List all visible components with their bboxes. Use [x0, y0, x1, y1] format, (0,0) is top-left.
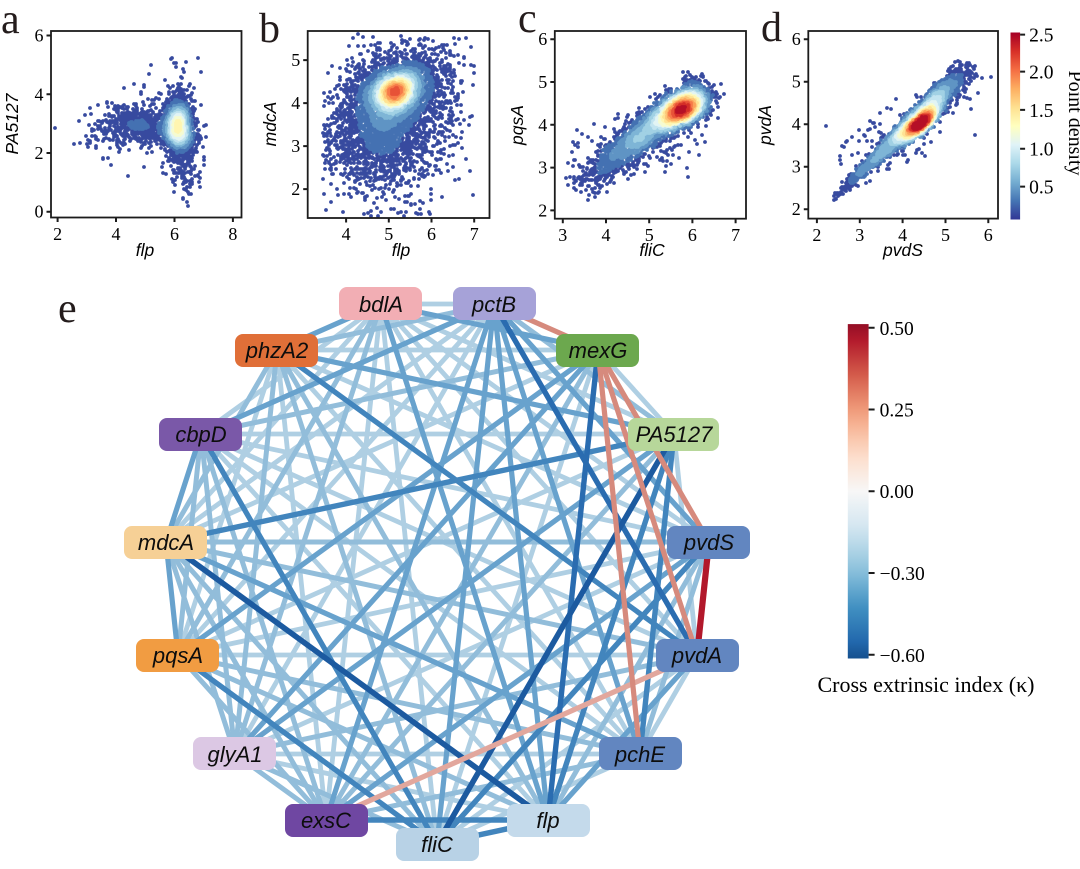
svg-text:c: c: [518, 0, 537, 42]
svg-text:Cross extrinsic index (κ): Cross extrinsic index (κ): [818, 672, 1035, 697]
svg-text:flp: flp: [392, 240, 411, 260]
svg-text:3: 3: [538, 158, 547, 178]
svg-text:2: 2: [53, 224, 62, 244]
svg-text:e: e: [58, 286, 77, 332]
svg-text:5: 5: [538, 72, 547, 92]
svg-text:2: 2: [812, 225, 821, 245]
svg-text:4: 4: [898, 225, 907, 245]
svg-text:3: 3: [792, 157, 801, 177]
svg-text:pchE: pchE: [614, 742, 665, 767]
svg-text:5: 5: [384, 224, 393, 244]
svg-text:1.0: 1.0: [1029, 140, 1053, 161]
svg-text:Point density: Point density: [1064, 70, 1080, 175]
svg-text:PA5127: PA5127: [2, 92, 22, 154]
svg-text:pqsA: pqsA: [507, 105, 527, 146]
svg-text:6: 6: [427, 224, 436, 244]
svg-text:5: 5: [291, 50, 300, 70]
svg-text:4: 4: [112, 224, 121, 244]
svg-text:mdcA: mdcA: [260, 102, 280, 147]
svg-text:2: 2: [538, 200, 547, 220]
svg-text:4: 4: [602, 225, 611, 245]
svg-text:7: 7: [731, 225, 740, 245]
svg-text:1.5: 1.5: [1029, 101, 1053, 122]
svg-text:8: 8: [228, 224, 237, 244]
svg-text:7: 7: [470, 224, 479, 244]
svg-text:pvdS: pvdS: [882, 240, 923, 260]
svg-text:mexG: mexG: [569, 338, 628, 363]
svg-text:4: 4: [342, 224, 351, 244]
svg-text:0.50: 0.50: [880, 319, 914, 340]
svg-text:pctB: pctB: [471, 292, 516, 317]
svg-text:fliC: fliC: [639, 240, 665, 260]
svg-text:exsC: exsC: [301, 808, 351, 833]
svg-text:pqsA: pqsA: [152, 643, 203, 668]
svg-text:5: 5: [645, 225, 654, 245]
svg-text:6: 6: [538, 29, 547, 49]
svg-text:2.5: 2.5: [1029, 26, 1053, 47]
svg-text:d: d: [761, 5, 782, 51]
svg-text:6: 6: [35, 26, 44, 46]
svg-text:flp: flp: [136, 240, 155, 260]
svg-text:fliC: fliC: [421, 832, 453, 857]
svg-text:4: 4: [291, 93, 300, 113]
svg-text:−0.60: −0.60: [880, 646, 925, 667]
svg-text:3: 3: [558, 225, 567, 245]
svg-text:5: 5: [792, 72, 801, 92]
svg-text:pvdA: pvdA: [755, 105, 775, 146]
svg-text:0: 0: [35, 202, 44, 222]
svg-text:2: 2: [291, 179, 300, 199]
svg-text:4: 4: [35, 84, 44, 104]
svg-text:0.00: 0.00: [880, 482, 914, 503]
svg-text:2.0: 2.0: [1029, 63, 1053, 84]
svg-text:3: 3: [291, 136, 300, 156]
svg-text:2: 2: [35, 143, 44, 163]
svg-text:5: 5: [941, 225, 950, 245]
svg-text:3: 3: [855, 225, 864, 245]
svg-text:0.25: 0.25: [880, 401, 914, 422]
svg-text:6: 6: [792, 29, 801, 49]
svg-text:phzA2: phzA2: [245, 338, 308, 363]
svg-text:pvdS: pvdS: [683, 530, 734, 555]
svg-text:mdcA: mdcA: [138, 530, 194, 555]
svg-text:6: 6: [170, 224, 179, 244]
svg-text:0.5: 0.5: [1029, 178, 1053, 199]
svg-text:b: b: [259, 6, 280, 52]
svg-text:cbpD: cbpD: [175, 422, 226, 447]
svg-text:a: a: [1, 0, 20, 43]
svg-text:PA5127: PA5127: [636, 422, 713, 447]
svg-text:4: 4: [538, 115, 547, 135]
svg-text:4: 4: [792, 114, 801, 134]
svg-text:6: 6: [688, 225, 697, 245]
svg-text:6: 6: [984, 225, 993, 245]
svg-text:glyA1: glyA1: [207, 742, 262, 767]
svg-text:bdlA: bdlA: [359, 292, 403, 317]
svg-text:−0.30: −0.30: [880, 564, 925, 585]
svg-text:flp: flp: [536, 808, 559, 833]
svg-text:pvdA: pvdA: [671, 643, 722, 668]
svg-text:2: 2: [792, 199, 801, 219]
